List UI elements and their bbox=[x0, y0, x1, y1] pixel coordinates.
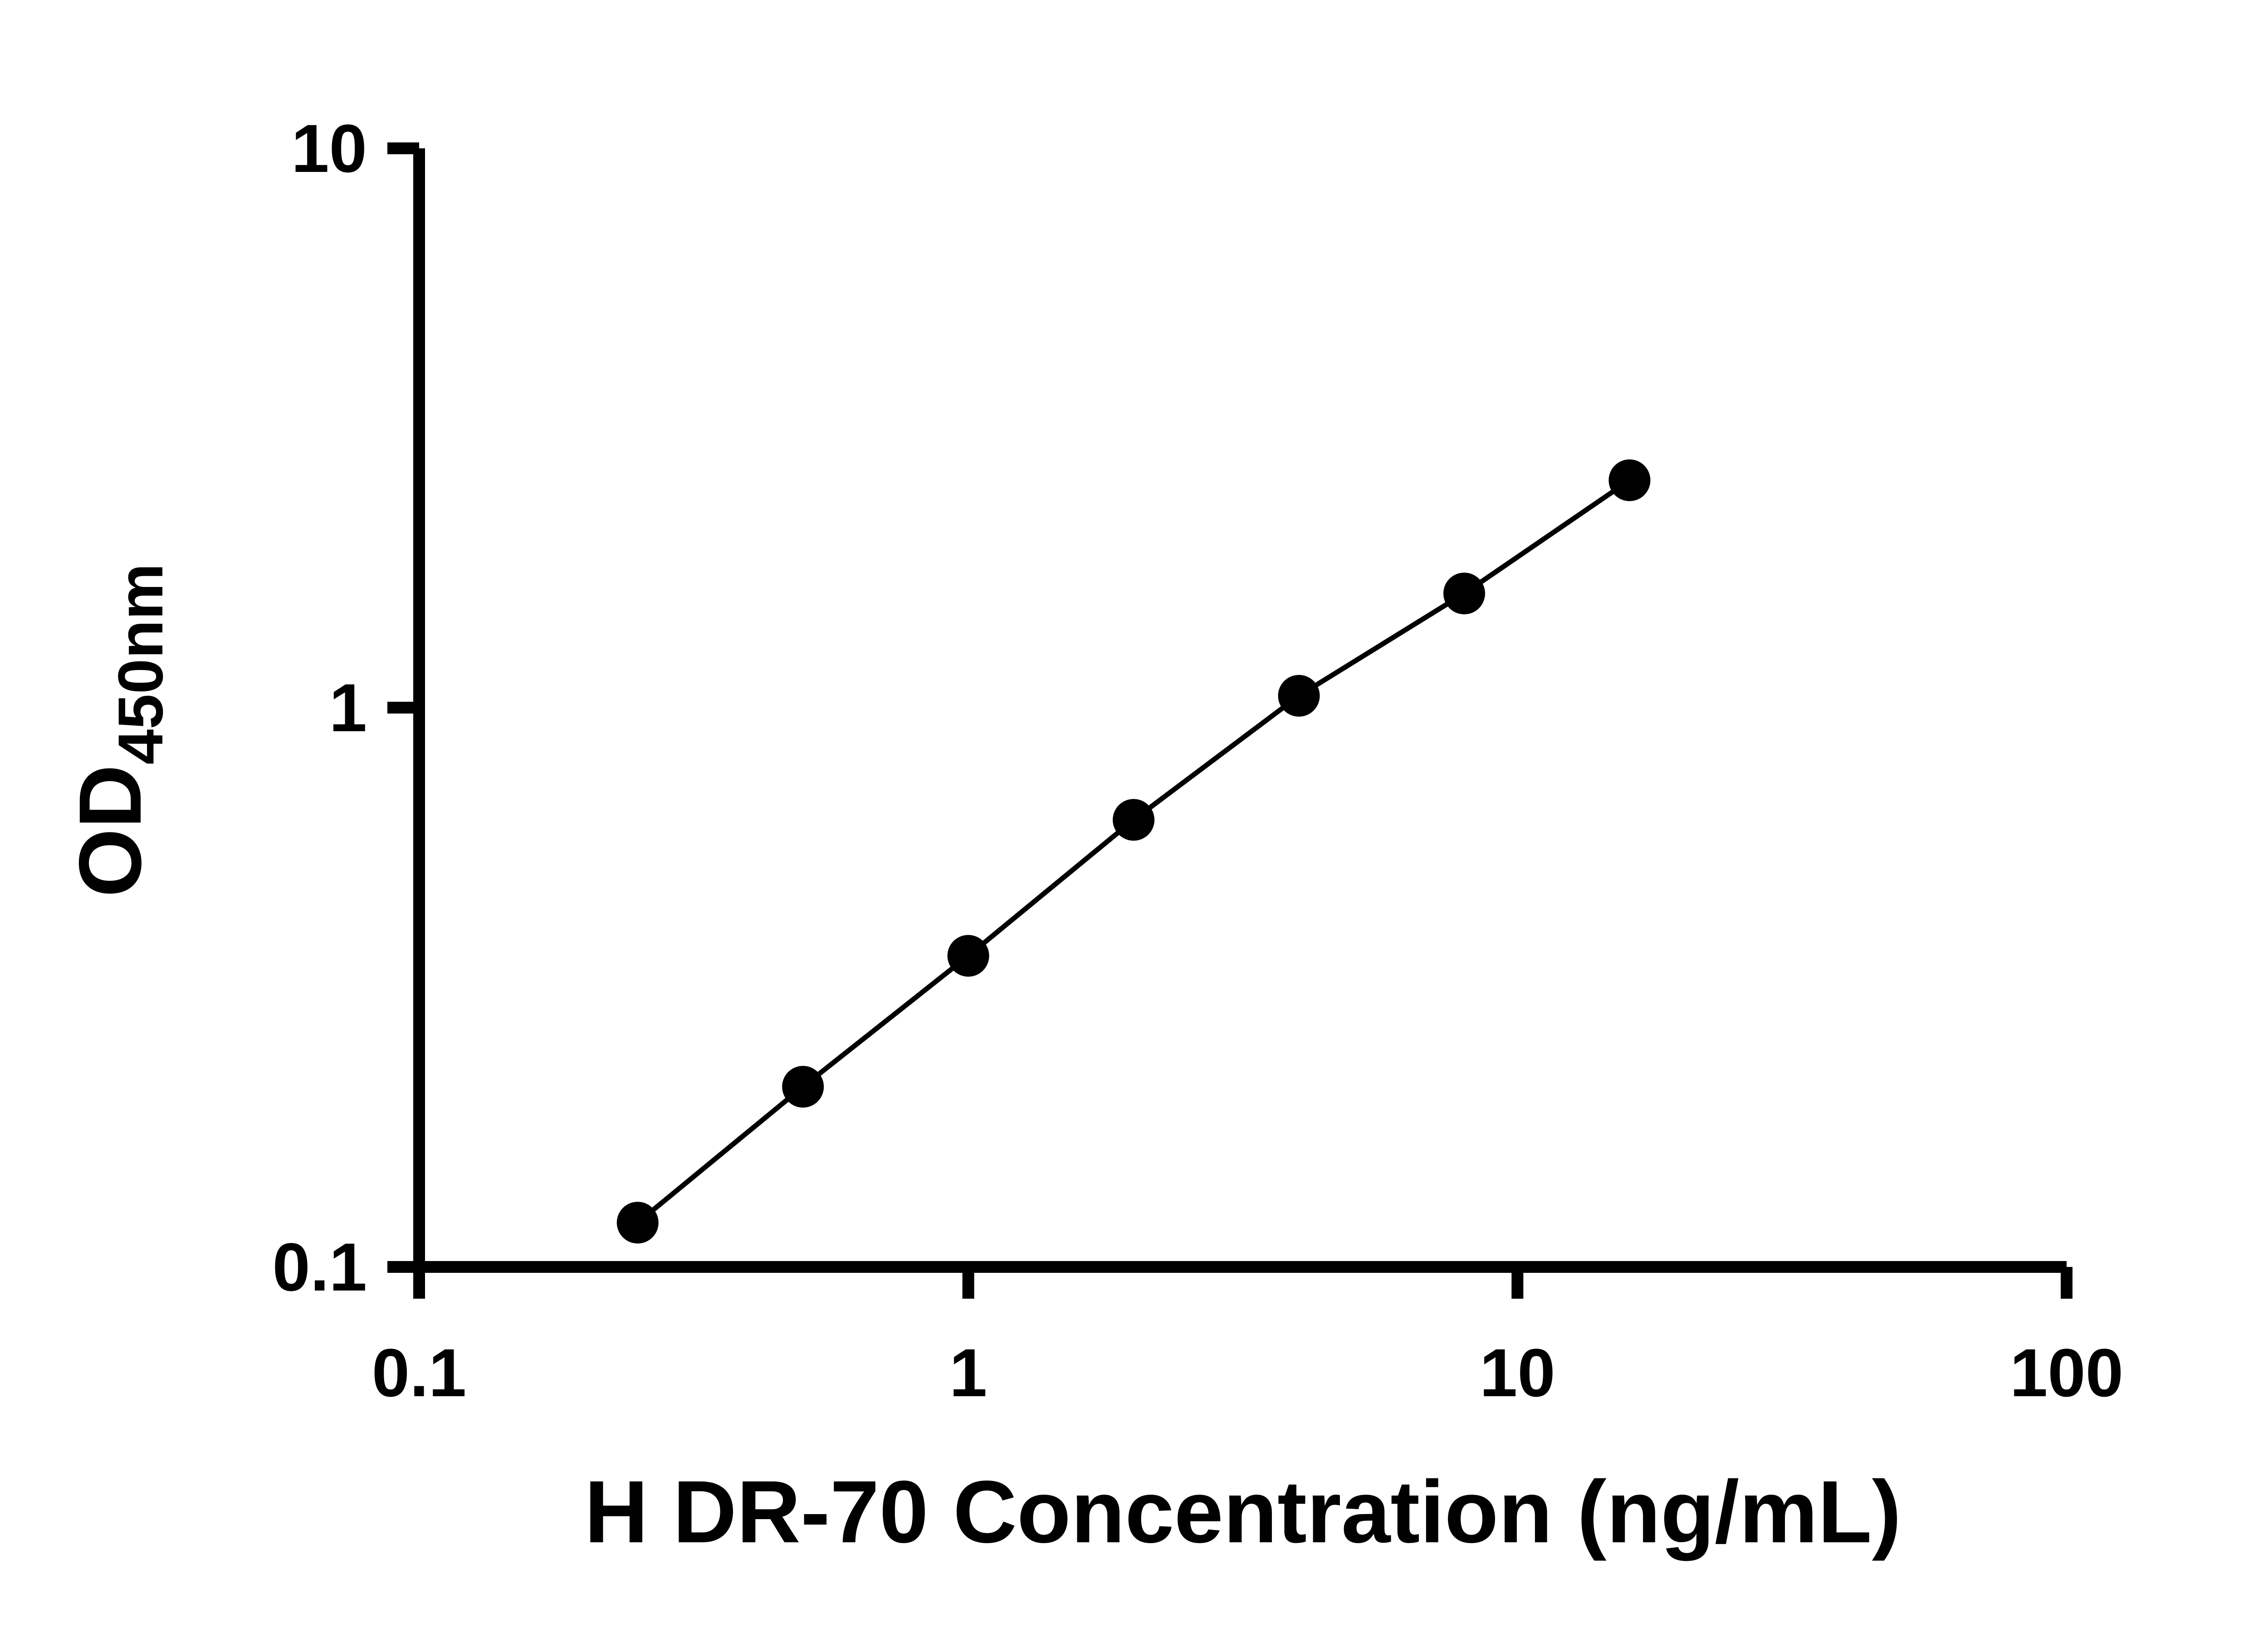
data-point bbox=[1113, 799, 1155, 841]
data-point bbox=[616, 1202, 659, 1244]
axis-frame bbox=[413, 148, 2067, 1273]
data-point bbox=[782, 1066, 824, 1108]
x-tick-label: 1 bbox=[949, 1335, 987, 1411]
x-axis-title: H DR-70 Concentration (ng/mL) bbox=[584, 1462, 1901, 1561]
data-point bbox=[947, 935, 989, 977]
y-tick-label: 10 bbox=[291, 110, 367, 186]
data-point bbox=[1443, 572, 1486, 615]
y-tick-label: 1 bbox=[329, 670, 367, 746]
y-axis-title-main: OD bbox=[61, 765, 160, 898]
y-axis-title-subscript: 450nm bbox=[105, 563, 176, 765]
y-axis-title: OD450nm bbox=[61, 563, 176, 897]
x-tick-label: 0.1 bbox=[372, 1335, 467, 1411]
x-tick-label: 100 bbox=[2010, 1335, 2123, 1411]
y-tick-label: 0.1 bbox=[272, 1229, 367, 1305]
plot-area: 0.1 1 10 100 0.1 1 10 bbox=[272, 110, 2123, 1411]
data-point bbox=[1608, 459, 1651, 501]
x-tick-label: 10 bbox=[1480, 1335, 1555, 1411]
data-point bbox=[1278, 675, 1320, 717]
